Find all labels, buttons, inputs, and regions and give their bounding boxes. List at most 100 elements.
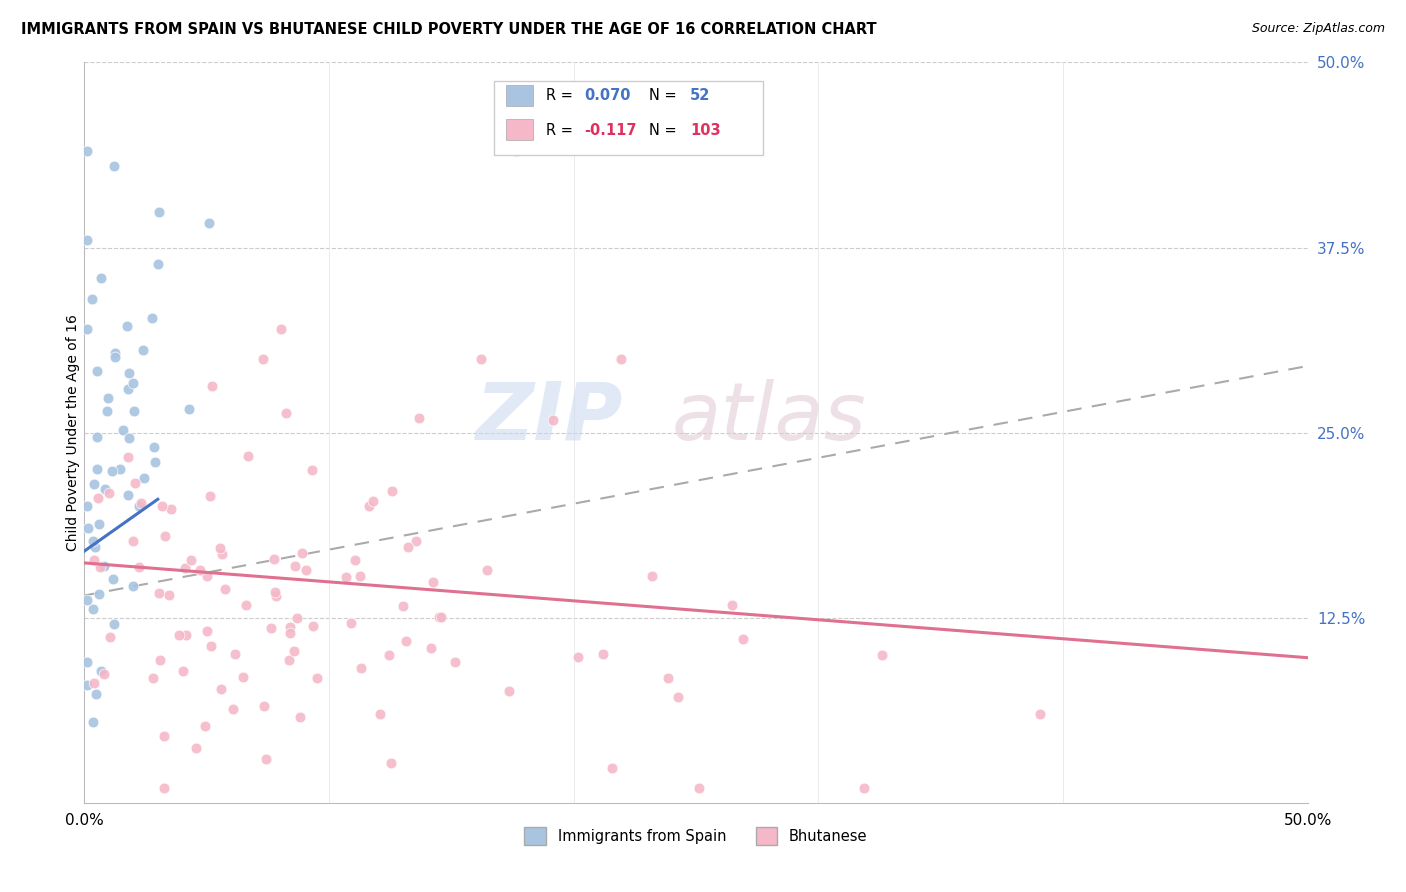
Text: atlas: atlas: [672, 379, 866, 457]
Point: [427, 610, 450, 624]
Point: [90, 270, 112, 285]
Point: [224, 648, 246, 662]
Point: [344, 553, 367, 567]
Point: [118, 431, 141, 445]
Point: [86, 462, 108, 476]
Point: [143, 455, 166, 469]
Text: 52: 52: [690, 88, 710, 103]
Point: [470, 351, 492, 366]
Point: [148, 585, 170, 599]
Point: [408, 411, 430, 425]
Point: [86, 364, 108, 378]
Point: [720, 598, 742, 612]
Point: [422, 575, 444, 590]
Point: [101, 464, 124, 478]
Point: [169, 628, 191, 642]
Point: [253, 698, 276, 713]
FancyBboxPatch shape: [506, 120, 533, 140]
Point: [149, 653, 172, 667]
Point: [381, 483, 404, 498]
Point: [733, 632, 755, 646]
Point: [83, 477, 105, 491]
Point: [103, 616, 125, 631]
Point: [104, 345, 127, 359]
Point: [115, 318, 138, 333]
Point: [270, 322, 292, 336]
Point: [174, 561, 197, 575]
Point: [392, 599, 415, 613]
Point: [853, 780, 876, 795]
Point: [870, 648, 893, 663]
Point: [211, 547, 233, 561]
Point: [194, 719, 217, 733]
Point: [505, 145, 527, 159]
Text: 0.070: 0.070: [585, 88, 631, 103]
Point: [641, 568, 664, 582]
Text: Source: ZipAtlas.com: Source: ZipAtlas.com: [1251, 22, 1385, 36]
Point: [177, 402, 200, 417]
Point: [117, 382, 139, 396]
Point: [117, 450, 139, 465]
Point: [82, 533, 104, 548]
Point: [143, 440, 166, 454]
Point: [98, 630, 121, 644]
Point: [285, 611, 308, 625]
Point: [592, 647, 614, 661]
Point: [252, 351, 274, 366]
Point: [283, 644, 305, 658]
Point: [141, 311, 163, 326]
Point: [263, 552, 285, 566]
Point: [142, 671, 165, 685]
Point: [83, 675, 105, 690]
Point: [294, 564, 316, 578]
Point: [278, 653, 301, 667]
Point: [93, 667, 115, 681]
Point: [132, 471, 155, 485]
Point: [124, 403, 146, 417]
Point: [396, 540, 419, 554]
Point: [198, 216, 221, 230]
Point: [610, 351, 633, 366]
Point: [361, 494, 384, 508]
Point: [103, 159, 125, 173]
Point: [380, 756, 402, 770]
Text: N =: N =: [650, 88, 682, 103]
Point: [567, 650, 589, 665]
Point: [157, 588, 180, 602]
Point: [84, 687, 107, 701]
Point: [198, 489, 221, 503]
Text: IMMIGRANTS FROM SPAIN VS BHUTANESE CHILD POVERTY UNDER THE AGE OF 16 CORRELATION: IMMIGRANTS FROM SPAIN VS BHUTANESE CHILD…: [21, 22, 877, 37]
Point: [76, 499, 98, 513]
Point: [131, 343, 153, 357]
Point: [264, 584, 287, 599]
Point: [209, 682, 232, 697]
Point: [118, 366, 141, 380]
Point: [101, 572, 124, 586]
Point: [302, 618, 325, 632]
Point: [280, 626, 302, 640]
Point: [274, 405, 297, 419]
Point: [76, 592, 98, 607]
Point: [98, 485, 121, 500]
Point: [201, 379, 224, 393]
Point: [160, 501, 183, 516]
Text: R =: R =: [546, 123, 576, 138]
Point: [76, 233, 98, 247]
Point: [172, 664, 194, 678]
Legend: Immigrants from Spain, Bhutanese: Immigrants from Spain, Bhutanese: [519, 822, 873, 851]
Point: [90, 664, 112, 678]
Point: [236, 449, 259, 463]
FancyBboxPatch shape: [506, 86, 533, 106]
Point: [195, 569, 218, 583]
Text: -0.117: -0.117: [585, 123, 637, 138]
Point: [82, 601, 104, 615]
Point: [443, 655, 465, 669]
Point: [430, 609, 453, 624]
Point: [1029, 706, 1052, 721]
Point: [89, 516, 111, 531]
Point: [188, 563, 211, 577]
Point: [97, 391, 120, 405]
Point: [278, 620, 301, 634]
Point: [82, 293, 104, 307]
Point: [405, 533, 427, 548]
